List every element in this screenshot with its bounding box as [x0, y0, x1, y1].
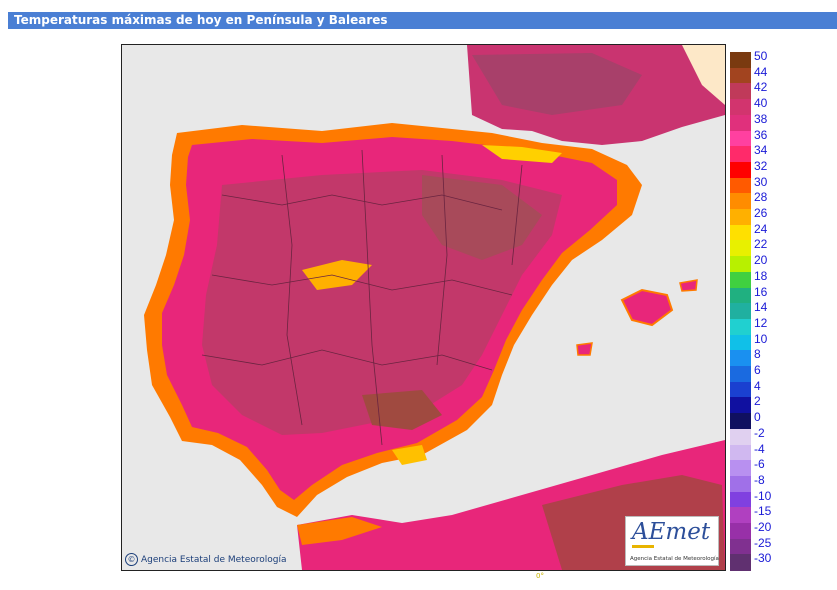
scale-label: -4 [754, 441, 765, 456]
scale-swatch [730, 413, 751, 430]
scale-label: 22 [754, 237, 768, 252]
scale-label: 30 [754, 174, 768, 189]
page-title: Temperaturas máximas de hoy en Península… [14, 13, 388, 27]
pyrenees-cool [482, 145, 562, 163]
scale-label: 2 [754, 394, 761, 409]
copyright-icon: © [125, 553, 138, 566]
scale-label: 36 [754, 127, 768, 142]
menorca [679, 279, 698, 292]
scale-swatch [730, 538, 751, 555]
province-borders [201, 149, 523, 446]
north-africa-coast [297, 517, 382, 545]
scale-label: 18 [754, 268, 768, 283]
scale-swatch [730, 554, 751, 571]
scale-label: 20 [754, 253, 768, 268]
scale-label: 44 [754, 64, 768, 79]
scale-swatch [730, 460, 751, 477]
scale-swatch [730, 83, 751, 100]
scale-swatch [730, 67, 751, 84]
scale-swatch [730, 193, 751, 210]
scale-swatch [730, 334, 751, 351]
scale-swatch [730, 523, 751, 540]
scale-swatch [730, 271, 751, 288]
map-canvas [122, 45, 725, 570]
scale-label: 0 [754, 410, 761, 425]
scale-label: -10 [754, 488, 772, 503]
scale-label: 16 [754, 284, 768, 299]
scale-label: -6 [754, 457, 765, 472]
scale-label: 8 [754, 347, 761, 362]
credit-label: © Agencia Estatal de Meteorología [125, 553, 287, 566]
scale-swatch [730, 256, 751, 273]
scale-swatch [730, 507, 751, 524]
scale-label: 34 [754, 143, 768, 158]
ebro-valley [422, 175, 542, 260]
scale-swatch [730, 381, 751, 398]
temperature-map: © Agencia Estatal de Meteorología AEmet A… [121, 44, 726, 571]
scale-swatch [730, 303, 751, 320]
scale-swatch [730, 177, 751, 194]
logo-wordmark: AEmet [632, 519, 711, 545]
guadalquivir-hot [362, 390, 442, 430]
scale-label: 4 [754, 378, 761, 393]
scale-swatch [730, 114, 751, 131]
credit-text: Agencia Estatal de Meteorología [141, 555, 287, 565]
france-hot-area [472, 53, 642, 115]
scale-label: 50 [754, 49, 768, 63]
scale-swatch [730, 161, 751, 179]
scale-swatch [730, 99, 751, 116]
scale-swatch [730, 130, 751, 147]
ibiza [576, 342, 593, 356]
scale-label: 6 [754, 363, 761, 377]
scale-label: 42 [754, 80, 768, 95]
scale-swatch [730, 240, 751, 257]
sierra-nevada-cool [392, 445, 427, 465]
scale-swatch [730, 318, 751, 336]
scale-label: 32 [754, 158, 768, 173]
alps-edge [682, 45, 725, 105]
scale-label: 28 [754, 190, 768, 205]
scale-swatch [730, 491, 751, 508]
scale-swatch [730, 366, 751, 383]
scale-swatch [730, 146, 751, 163]
scale-swatch [730, 428, 751, 445]
scale-swatch [730, 444, 751, 461]
meridian-label: 0° [536, 572, 544, 580]
scale-swatch [730, 209, 751, 226]
scale-swatch [730, 224, 751, 241]
aemet-logo: AEmet Agencia Estatal de Meteorología [625, 516, 719, 566]
central-system-cool [302, 260, 372, 290]
scale-swatch [730, 52, 751, 69]
mallorca [620, 288, 674, 327]
scale-label: 10 [754, 331, 768, 346]
scale-label: -25 [754, 535, 772, 550]
scale-label: -8 [754, 472, 765, 487]
scale-label: 14 [754, 300, 768, 315]
scale-swatch [730, 350, 751, 367]
scale-label: 38 [754, 111, 768, 126]
title-bar: Temperaturas máximas de hoy en Península… [8, 12, 837, 29]
scale-label: 26 [754, 206, 768, 220]
scale-swatch [730, 287, 751, 304]
scale-label: 40 [754, 96, 768, 111]
scale-swatch [730, 475, 751, 493]
scale-label: 12 [754, 315, 768, 330]
scale-label: -2 [754, 425, 765, 440]
scale-label: 24 [754, 221, 768, 236]
logo-swoosh [632, 545, 654, 548]
scale-label: -15 [754, 504, 772, 519]
logo-subtitle: Agencia Estatal de Meteorología [630, 556, 719, 562]
scale-label: -20 [754, 520, 772, 534]
scale-label: -30 [754, 551, 772, 566]
scale-swatch [730, 397, 751, 414]
